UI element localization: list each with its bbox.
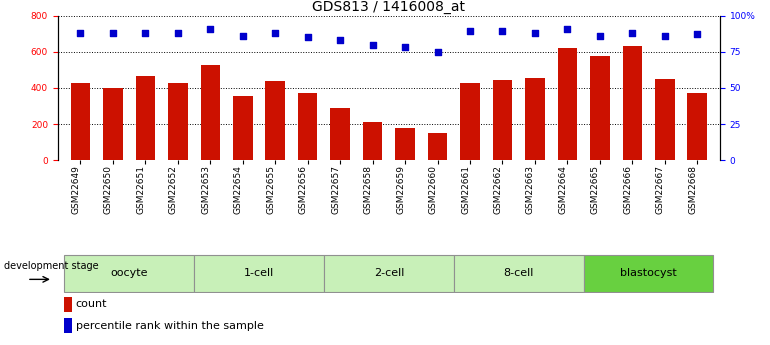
FancyBboxPatch shape — [454, 255, 584, 292]
Bar — [266, 81, 285, 160]
Point — [464, 29, 476, 34]
Point — [497, 29, 509, 34]
Point — [139, 30, 152, 36]
Bar — [395, 128, 415, 160]
Text: GSM22654: GSM22654 — [234, 165, 243, 214]
Text: GSM22664: GSM22664 — [558, 165, 567, 214]
Bar — [168, 82, 188, 160]
Bar — [655, 79, 675, 160]
Point — [561, 26, 574, 31]
Text: count: count — [75, 299, 107, 309]
Bar — [136, 76, 155, 160]
Bar — [330, 108, 350, 160]
Text: GSM22649: GSM22649 — [72, 165, 81, 214]
Bar — [103, 88, 122, 160]
Point — [204, 26, 216, 31]
Bar — [363, 122, 383, 160]
Bar — [557, 48, 578, 160]
Point — [236, 33, 249, 39]
FancyBboxPatch shape — [324, 255, 454, 292]
FancyBboxPatch shape — [64, 255, 194, 292]
Point — [626, 30, 638, 36]
Point — [691, 32, 703, 37]
Bar — [233, 96, 253, 160]
Text: GSM22665: GSM22665 — [591, 165, 600, 214]
Bar — [71, 82, 90, 160]
Point — [367, 42, 379, 47]
Text: GSM22652: GSM22652 — [169, 165, 178, 214]
Text: GSM22661: GSM22661 — [461, 165, 470, 214]
Text: GSM22666: GSM22666 — [623, 165, 632, 214]
Point — [107, 30, 119, 36]
Text: GSM22656: GSM22656 — [299, 165, 308, 214]
Text: blastocyst: blastocyst — [620, 268, 677, 278]
Text: GSM22663: GSM22663 — [526, 165, 535, 214]
Point — [529, 30, 541, 36]
Point — [269, 30, 281, 36]
Text: GSM22667: GSM22667 — [656, 165, 665, 214]
Text: 2-cell: 2-cell — [373, 268, 404, 278]
Bar — [525, 78, 544, 160]
Bar — [65, 297, 72, 312]
Text: GSM22655: GSM22655 — [266, 165, 275, 214]
Text: GSM22658: GSM22658 — [363, 165, 373, 214]
Bar — [688, 92, 707, 160]
Text: GSM22650: GSM22650 — [104, 165, 113, 214]
Point — [431, 49, 444, 55]
Point — [75, 30, 87, 36]
Text: GSM22651: GSM22651 — [136, 165, 146, 214]
Text: oocyte: oocyte — [110, 268, 148, 278]
Text: 8-cell: 8-cell — [504, 268, 534, 278]
Bar — [493, 80, 512, 160]
Point — [302, 34, 314, 40]
Bar — [428, 133, 447, 160]
Point — [334, 37, 346, 43]
Bar — [590, 56, 610, 160]
Text: GSM22653: GSM22653 — [201, 165, 210, 214]
Text: GSM22662: GSM22662 — [494, 165, 503, 214]
Point — [594, 33, 606, 39]
Text: GSM22659: GSM22659 — [396, 165, 405, 214]
Title: GDS813 / 1416008_at: GDS813 / 1416008_at — [313, 0, 465, 14]
Text: GSM22657: GSM22657 — [331, 165, 340, 214]
Bar — [65, 318, 72, 333]
Point — [658, 33, 671, 39]
Bar — [460, 82, 480, 160]
FancyBboxPatch shape — [194, 255, 324, 292]
Text: GSM22668: GSM22668 — [688, 165, 697, 214]
Text: 1-cell: 1-cell — [244, 268, 274, 278]
Point — [399, 45, 411, 50]
Text: development stage: development stage — [4, 261, 99, 271]
Bar — [623, 46, 642, 160]
FancyBboxPatch shape — [584, 255, 714, 292]
Bar — [200, 65, 220, 160]
Bar — [298, 93, 317, 160]
Text: GSM22660: GSM22660 — [429, 165, 437, 214]
Point — [172, 30, 184, 36]
Text: percentile rank within the sample: percentile rank within the sample — [75, 321, 263, 331]
